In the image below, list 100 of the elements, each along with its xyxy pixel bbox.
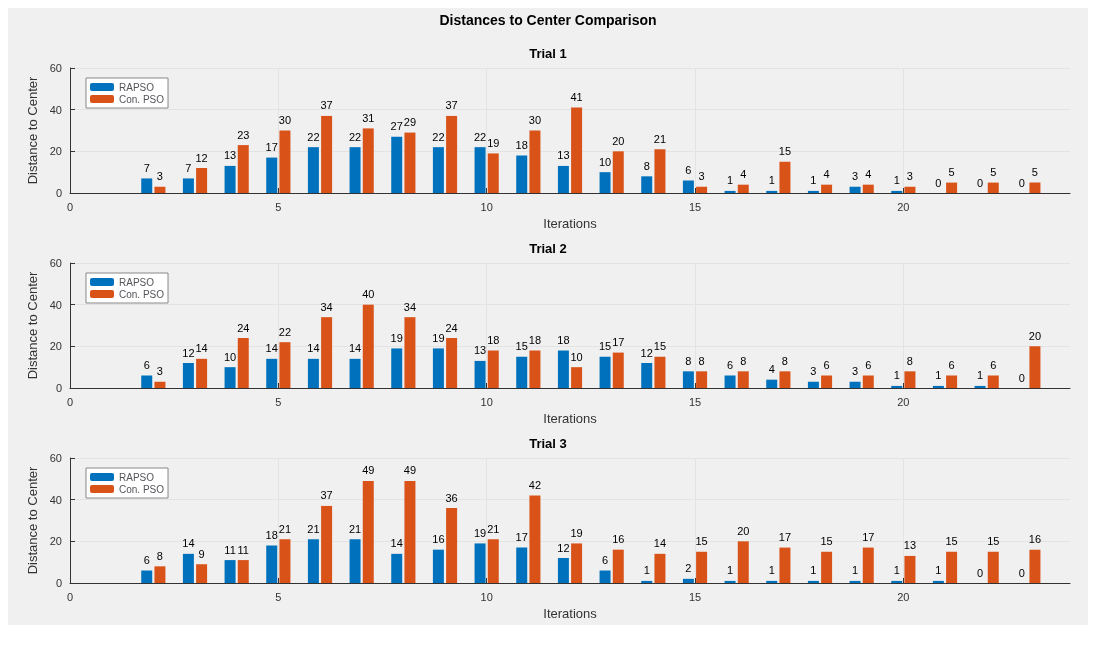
bar [807,190,819,193]
x-tick-label: 15 [688,200,702,213]
data-label: 34 [403,300,417,313]
legend-label: Con. PSO [119,288,165,300]
bar [946,375,958,388]
bar [641,176,653,193]
data-label: 18 [528,334,542,346]
bar [862,547,874,583]
bar [321,505,333,583]
data-label: 13 [903,539,917,552]
bar [404,132,416,193]
bar [891,580,903,583]
bar [946,182,958,193]
x-tick-label: 20 [897,590,910,603]
bar [641,580,653,583]
data-label: 18 [265,529,278,541]
bar [821,551,833,583]
data-label: 1 [727,174,734,187]
data-label: 13 [223,149,237,162]
data-label: 14 [390,537,403,550]
bar [766,580,778,583]
data-label: 20 [612,134,625,147]
bar [224,165,236,193]
data-label: 4 [823,168,830,181]
data-label: 5 [990,166,997,179]
bar [737,371,749,388]
bar [446,508,458,583]
bar [904,555,916,583]
data-label: 12 [640,346,653,359]
y-tick-label: 40 [49,493,62,506]
data-label: 14 [348,342,362,355]
bar [682,180,694,193]
data-label: 10 [570,350,583,363]
x-tick-label: 15 [688,590,702,603]
data-label: 3 [156,170,163,183]
chart-title: Trial 3 [529,436,567,451]
bar [766,190,778,193]
bar [807,580,819,583]
data-label: 14 [195,342,208,355]
x-tick-label: 0 [66,590,74,603]
data-label: 21 [278,522,292,535]
bar [696,551,708,583]
bar [266,157,278,193]
data-label: 1 [893,174,900,187]
data-label: 4 [768,363,775,376]
bar [821,184,833,193]
data-label: 31 [362,111,375,124]
bar [987,182,999,193]
data-label: 24 [445,321,458,334]
bar [987,551,999,583]
data-label: 4 [740,168,747,181]
y-axis-title: Distance to Center [24,466,40,575]
bar [446,338,458,388]
bar [154,186,166,193]
legend-label: Con. PSO [119,483,165,495]
bar [849,381,861,388]
data-label: 17 [612,336,625,349]
x-tick-label: 0 [66,395,74,408]
bar [557,165,569,193]
data-label: 10 [223,350,237,363]
bar [571,107,583,193]
bar [779,371,791,388]
data-label: 1 [893,564,900,577]
data-label: 19 [570,526,583,539]
x-tick-label: 10 [480,590,493,603]
data-label: 42 [528,479,542,491]
bar [516,356,528,388]
bar [682,578,694,583]
data-label: 8 [906,354,913,367]
data-label: 6 [948,359,955,371]
data-label: 17 [778,531,792,544]
data-label: 6 [865,359,872,371]
bar [307,539,319,583]
data-label: 14 [653,537,667,550]
data-label: 22 [278,325,292,338]
x-tick-label: 0 [66,200,74,213]
data-label: 2 [685,562,692,575]
data-label: 23 [237,128,250,141]
data-label: 16 [432,533,445,546]
bar [362,128,374,193]
bar [737,184,749,193]
data-label: 1 [810,564,817,577]
data-label: 1 [768,174,775,187]
data-label: 37 [445,99,458,112]
data-label: 1 [852,564,859,577]
data-label: 19 [473,526,487,539]
bar [821,375,833,388]
data-label: 1 [810,174,817,187]
x-tick-label: 20 [897,200,910,213]
bar [141,375,153,388]
bar [237,145,249,193]
data-label: 8 [643,159,650,172]
bar [1029,549,1041,583]
data-label: 20 [1028,329,1042,342]
bar [391,348,403,388]
x-axis-title: Iterations [543,215,598,231]
bar [654,553,666,583]
data-label: 1 [768,564,775,577]
bar [737,541,749,583]
legend-label: Con. PSO [119,93,165,105]
